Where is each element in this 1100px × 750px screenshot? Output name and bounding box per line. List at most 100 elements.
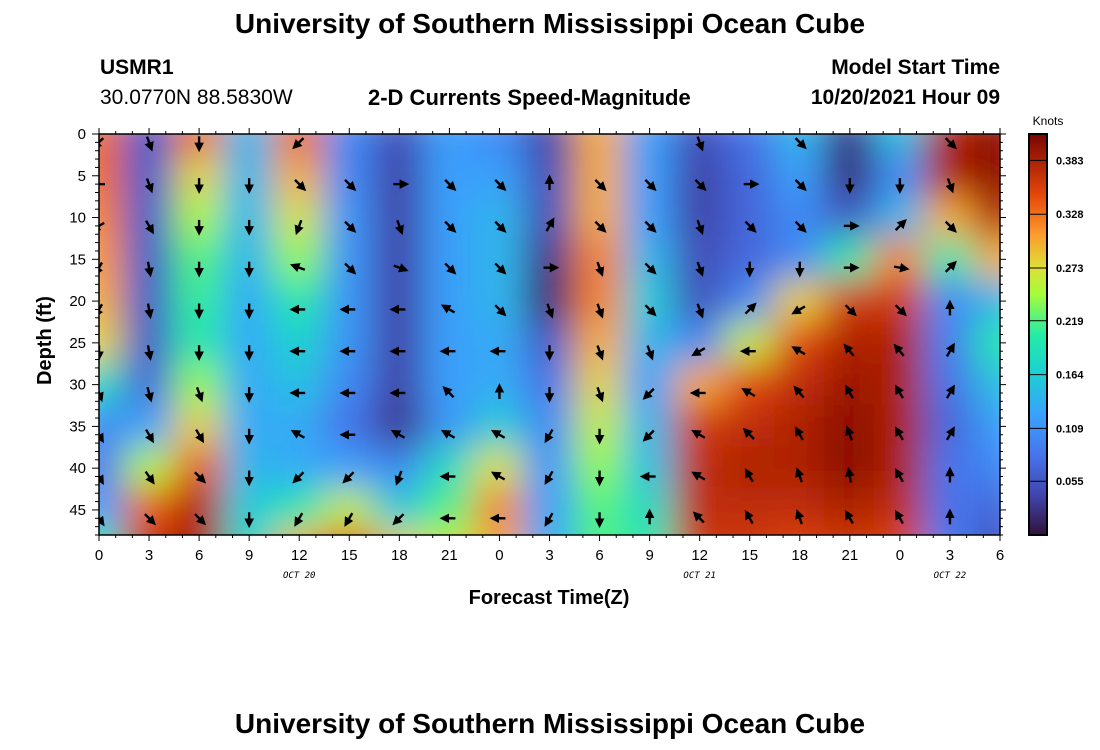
heat-cell <box>99 153 126 198</box>
current-vector <box>294 219 304 236</box>
current-vector <box>795 467 805 483</box>
current-vector <box>595 345 605 361</box>
heat-cell <box>373 362 426 407</box>
current-vector <box>344 179 357 192</box>
heat-cell <box>723 362 776 407</box>
heat-cell <box>773 529 826 535</box>
heat-cell <box>473 529 526 535</box>
current-vector <box>944 137 957 150</box>
heat-cell <box>723 320 776 365</box>
heat-cell <box>323 529 376 535</box>
current-vector <box>794 220 807 233</box>
heat-cell <box>173 195 226 240</box>
current-vector <box>99 474 104 486</box>
heat-cell <box>473 362 526 407</box>
current-vector <box>144 386 154 403</box>
x-tick-label: 3 <box>545 547 553 564</box>
heat-cell <box>99 237 126 282</box>
heat-cell <box>973 404 1000 449</box>
heat-cell <box>873 362 926 407</box>
current-vector <box>741 388 756 398</box>
current-vector <box>595 303 605 319</box>
y-tick-label: 20 <box>69 293 86 310</box>
heat-cell <box>523 362 576 407</box>
heat-cell <box>973 488 1000 532</box>
current-vector <box>99 221 105 231</box>
current-vector <box>644 304 657 317</box>
heat-cell <box>123 153 176 198</box>
heat-cell <box>973 153 1000 198</box>
heat-cell <box>723 279 776 323</box>
heat-cell <box>323 279 376 323</box>
current-vector <box>289 263 306 273</box>
heat-cell <box>523 279 576 323</box>
current-vector <box>344 220 357 233</box>
current-vector <box>440 304 456 314</box>
heat-cell <box>423 153 476 198</box>
heat-cell <box>273 446 326 491</box>
current-vector <box>894 509 904 525</box>
y-tick-label: 45 <box>69 502 86 519</box>
heat-cell <box>873 195 926 240</box>
current-vector <box>845 466 855 483</box>
current-vector <box>644 220 657 233</box>
heat-cell <box>573 404 626 449</box>
current-vector <box>545 217 555 232</box>
heat-cell <box>673 320 726 365</box>
heat-cell <box>273 237 326 282</box>
heat-cell <box>473 488 526 532</box>
current-vector <box>143 513 157 526</box>
current-vector <box>894 304 907 317</box>
y-tick-label: 10 <box>69 210 86 227</box>
x-tick-label: 6 <box>195 547 203 564</box>
current-vector <box>544 470 554 486</box>
heat-cell <box>823 404 876 449</box>
current-vector <box>494 179 507 192</box>
heat-cell <box>923 195 976 240</box>
heat-cell <box>823 446 876 491</box>
heat-cell <box>923 404 976 449</box>
current-vector <box>494 220 507 233</box>
heat-cell <box>873 134 926 156</box>
x-tick-label: 9 <box>645 547 653 564</box>
heat-cell <box>173 404 226 449</box>
heat-cell <box>373 134 426 156</box>
current-vector <box>144 470 155 485</box>
heat-cell <box>823 320 876 365</box>
heat-cell <box>173 153 226 198</box>
x-tick-label: 9 <box>245 547 253 564</box>
current-vector <box>894 467 904 483</box>
heat-cell <box>823 237 876 282</box>
current-vector <box>742 427 755 440</box>
heat-cell <box>873 446 926 491</box>
heat-cell <box>623 279 676 323</box>
y-tick-label: 5 <box>78 168 86 185</box>
heat-cell <box>123 529 176 535</box>
heat-cell <box>773 362 826 407</box>
heat-cell <box>573 320 626 365</box>
x-axis: 0 3 6 9 12 15 18 21 0 3 6 9 12 15 18 21 0 3 6 OCT 20 OCT 21 O… <box>95 128 1004 581</box>
current-vector <box>99 389 104 403</box>
heat-cell <box>673 362 726 407</box>
current-vector <box>494 304 507 317</box>
heat-cell <box>423 488 476 532</box>
model-start-value: 10/20/2021 Hour 09 <box>810 86 1000 109</box>
colorbar-tick-label: 0.219 <box>1056 316 1084 328</box>
heat-cell <box>123 320 176 365</box>
current-vector <box>744 467 754 483</box>
heat-cell <box>223 404 276 449</box>
current-vector <box>440 429 456 439</box>
current-vector <box>595 386 605 403</box>
heat-cell <box>673 529 726 535</box>
heat-cell <box>823 195 876 240</box>
current-vector <box>544 512 554 527</box>
current-vector <box>893 343 905 357</box>
heat-cell <box>323 446 376 491</box>
heat-cell <box>523 446 576 491</box>
x-tick-label: 18 <box>391 547 408 564</box>
colorbar-tick-label: 0.164 <box>1056 370 1084 382</box>
current-vector <box>695 219 705 236</box>
current-vector <box>145 220 154 235</box>
heat-cell <box>273 153 326 198</box>
heat-cell <box>523 153 576 198</box>
